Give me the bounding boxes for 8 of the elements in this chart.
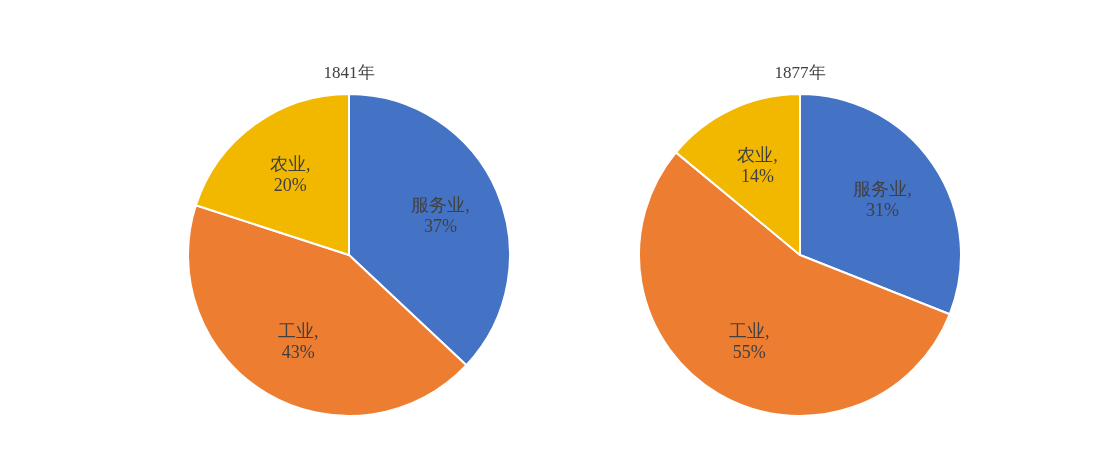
chart-title: 1877年 bbox=[774, 63, 826, 82]
slice-label: 工业, 43% bbox=[277, 320, 319, 362]
slice-label: 农业, 20% bbox=[270, 154, 311, 196]
slice-label: 服务业, 37% bbox=[411, 195, 470, 237]
slice-label: 农业, 14% bbox=[737, 144, 778, 186]
slice-label: 工业, 55% bbox=[728, 320, 770, 362]
slice-label: 服务业, 31% bbox=[853, 178, 912, 220]
chart-title: 1841年 bbox=[323, 63, 375, 82]
